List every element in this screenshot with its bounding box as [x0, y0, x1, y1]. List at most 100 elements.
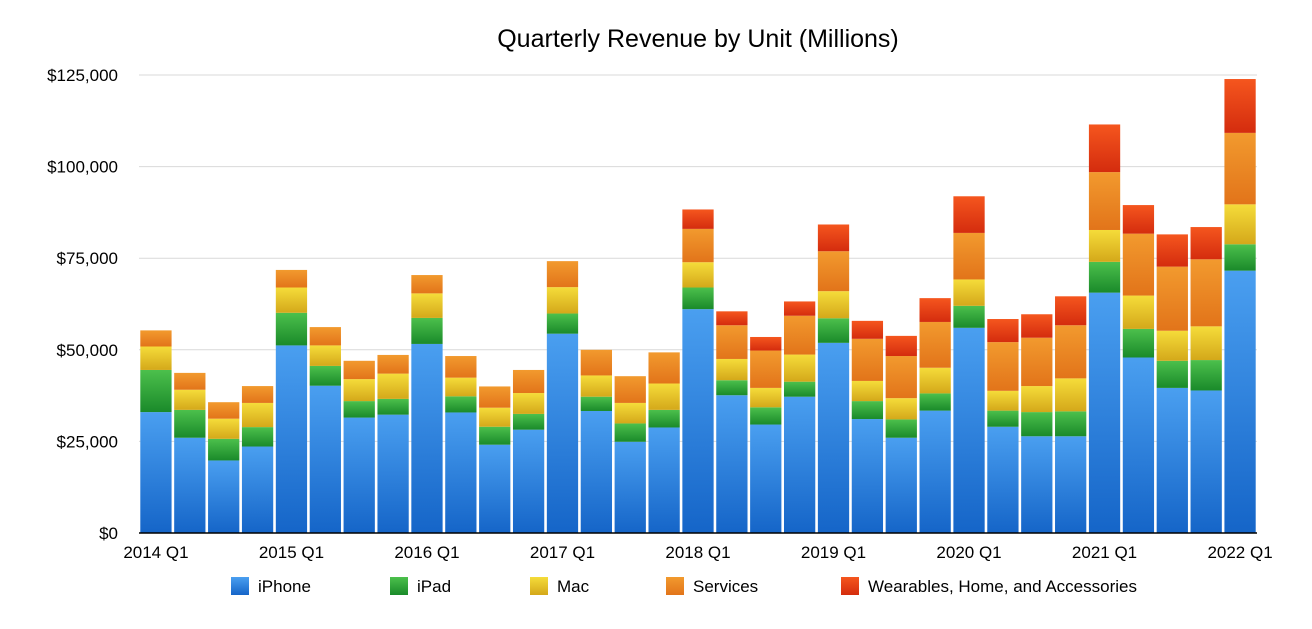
bar-segment-iphone [309, 385, 341, 533]
bar-segment-ipad [682, 287, 714, 310]
bar-segment-mac [1122, 295, 1155, 329]
bar-segment-iphone [275, 345, 308, 533]
bar-segment-iphone [1088, 292, 1121, 533]
bar-segment-mac [750, 387, 782, 408]
y-tick-label: $100,000 [47, 158, 118, 177]
legend: iPhone iPad Mac Services Wearables, Home, an… [231, 577, 1137, 596]
y-axis-ticks: $0 $25,000 $50,000 $75,000 $100,000 $125,000 [47, 66, 118, 543]
bar-segment-iphone [682, 309, 714, 533]
bar-segment-wearables [1122, 205, 1155, 234]
bar-segment-mac [309, 345, 341, 366]
bar-segment-services [682, 228, 714, 263]
bar-stack-2015-q3 [343, 360, 375, 533]
bar-stack-2018-q1 [682, 209, 714, 533]
bar-stack-2022-q1 [1224, 79, 1256, 533]
bar-segment-ipad [919, 393, 951, 411]
bar-segment-mac [275, 287, 308, 313]
bar-segment-iphone [750, 424, 782, 533]
bar-segment-ipad [817, 318, 850, 343]
x-tick-label: 2018 Q1 [665, 543, 730, 562]
bar-segment-ipad [208, 438, 240, 461]
bar-segment-mac [783, 354, 816, 382]
x-axis-ticks: 2014 Q1 2015 Q1 2016 Q1 2017 Q1 2018 Q1 2019 … [123, 543, 1272, 562]
bar-segment-mac [580, 375, 613, 397]
bar-segment-mac [953, 279, 985, 306]
bar-segment-wearables [1055, 296, 1087, 326]
bar-segment-ipad [1224, 244, 1256, 271]
bar-segment-mac [1088, 229, 1121, 262]
bar-segment-mac [851, 380, 884, 402]
bar-segment-services [309, 327, 341, 346]
bar-segment-mac [648, 383, 680, 410]
bar-stack-2019-q3 [885, 335, 917, 533]
bar-segment-ipad [377, 398, 409, 415]
bar-segment-services [1190, 259, 1222, 327]
bar-segment-iphone [817, 342, 850, 533]
bar-segment-wearables [885, 335, 917, 357]
bar-segment-wearables [1190, 227, 1222, 260]
bar-stack-2017-q2 [580, 349, 613, 533]
bar-segment-services [716, 325, 748, 359]
bar-segment-ipad [1021, 412, 1053, 437]
bar-segment-iphone [479, 444, 511, 533]
bar-segment-services [1055, 325, 1087, 379]
bar-segment-mac [1021, 386, 1053, 413]
bar-segment-services [648, 352, 680, 384]
bar-segment-wearables [1088, 124, 1121, 173]
bar-segment-mac [377, 373, 409, 399]
y-tick-label: $50,000 [57, 341, 118, 360]
bar-segment-iphone [614, 441, 646, 533]
bar-segment-services [783, 315, 816, 355]
bar-segment-mac [614, 402, 646, 424]
bar-segment-iphone [580, 410, 613, 533]
bar-segment-iphone [445, 412, 477, 533]
bar-stack-2019-q2 [851, 320, 884, 533]
bar-segment-mac [885, 398, 917, 420]
y-tick-label: $25,000 [57, 432, 118, 451]
legend-label: Services [693, 577, 758, 596]
bar-segment-wearables [1156, 234, 1188, 267]
legend-swatch [530, 577, 548, 595]
bar-stack-2015-q4 [377, 354, 409, 533]
bar-stack-2020-q3 [1021, 314, 1053, 533]
bar-stack-2020-q1 [953, 196, 985, 533]
bar-segment-ipad [512, 413, 545, 430]
bar-segment-ipad [445, 396, 477, 413]
bar-segment-ipad [750, 407, 782, 425]
bar-segment-ipad [241, 427, 274, 447]
bar-segment-ipad [479, 426, 511, 445]
legend-item: Mac [530, 577, 590, 596]
bar-segment-ipad [411, 317, 443, 344]
bar-stack-2021-q1 [1088, 124, 1121, 533]
bar-segment-wearables [919, 298, 951, 322]
y-tick-label: $75,000 [57, 249, 118, 268]
bar-segment-mac [1055, 378, 1087, 412]
bar-segment-iphone [919, 410, 951, 533]
bar-segment-ipad [716, 380, 748, 396]
bar-stack-2014-q3 [208, 402, 240, 533]
bar-segment-wearables [750, 336, 782, 351]
x-tick-label: 2019 Q1 [801, 543, 866, 562]
legend-label: iPhone [258, 577, 311, 596]
bar-segment-iphone [1021, 436, 1053, 533]
bar-segment-iphone [140, 412, 172, 533]
bar-segment-wearables [953, 196, 985, 233]
bar-segment-services [208, 402, 240, 419]
legend-label: Mac [557, 577, 590, 596]
bar-segment-ipad [343, 401, 375, 418]
bar-segment-iphone [716, 395, 748, 533]
bar-stack-2018-q2 [716, 311, 748, 533]
bar-stack-2017-q4 [648, 352, 680, 533]
bar-segment-mac [1156, 330, 1188, 361]
legend-item: Wearables, Home, and Accessories [841, 577, 1137, 596]
bar-segment-services [411, 275, 443, 294]
legend-swatch [390, 577, 408, 595]
x-tick-label: 2022 Q1 [1207, 543, 1272, 562]
bar-segment-ipad [309, 365, 341, 386]
y-tick-label: $125,000 [47, 66, 118, 85]
bar-segment-iphone [411, 343, 443, 533]
bar-segment-wearables [851, 320, 884, 339]
bar-segment-mac [546, 287, 579, 314]
bar-segment-services [885, 356, 917, 399]
bar-segment-mac [479, 407, 511, 427]
